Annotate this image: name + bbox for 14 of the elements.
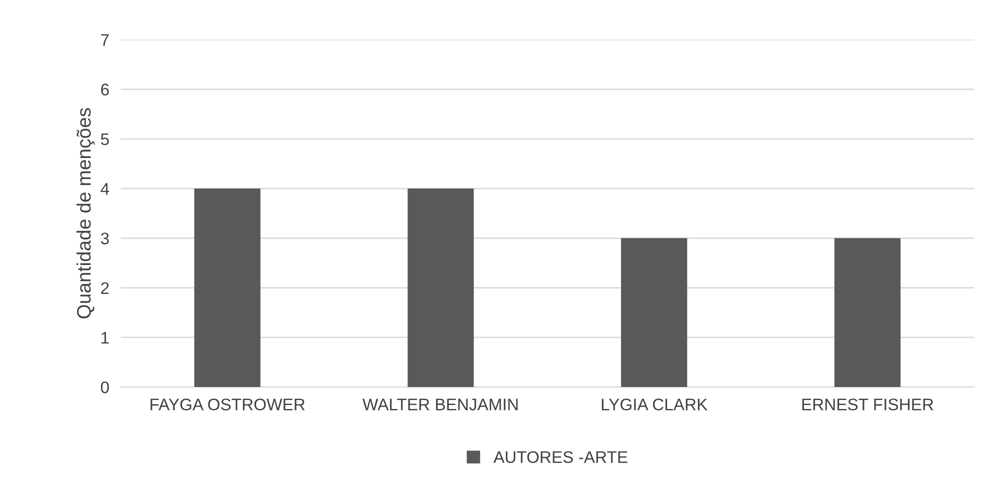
y-tick-label: 5 bbox=[100, 133, 109, 146]
y-axis-title: Quantidade de menções bbox=[76, 108, 95, 318]
y-tick-label: 3 bbox=[100, 232, 109, 244]
y-tick-label: 2 bbox=[101, 282, 109, 294]
y-tick-label: 4 bbox=[100, 183, 110, 195]
legend-label: AUTORES -ARTE bbox=[493, 451, 628, 464]
y-tick-label: 6 bbox=[101, 84, 109, 96]
x-tick-label: LYGIA CLARK bbox=[602, 398, 708, 410]
y-tick-label: 0 bbox=[100, 381, 109, 394]
y-tick-label: 1 bbox=[102, 332, 109, 344]
x-tick-label: WALTER BENJAMIN bbox=[362, 398, 518, 410]
y-tick-label: 7 bbox=[101, 34, 109, 46]
x-tick-label: FAYGA OSTROWER bbox=[150, 398, 305, 410]
x-tick-label: ERNEST FISHER bbox=[802, 398, 934, 410]
